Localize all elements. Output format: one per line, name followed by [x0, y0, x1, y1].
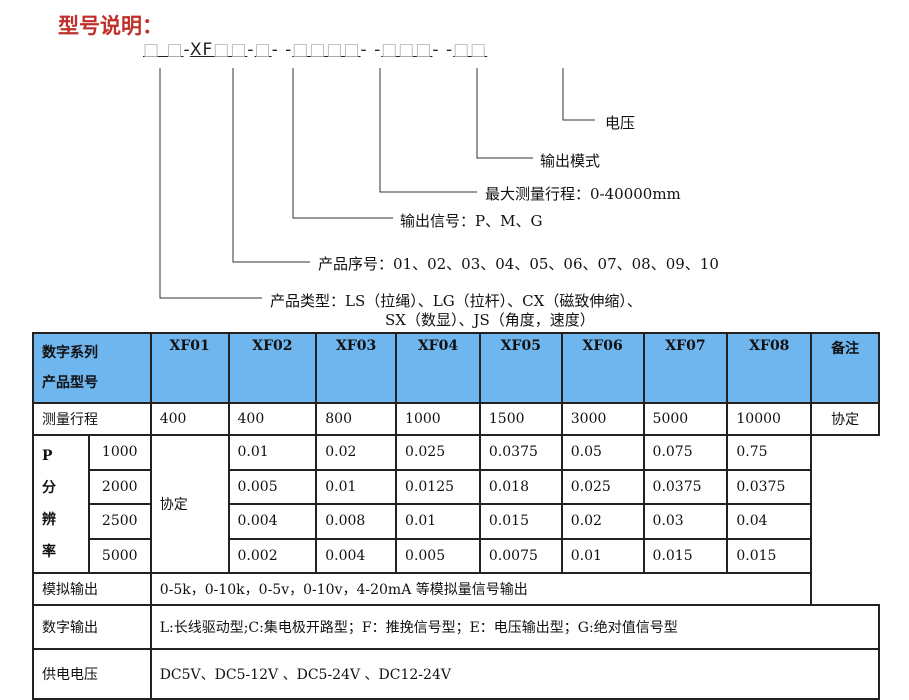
resolution-cell: 0.04	[726, 503, 813, 540]
analog-value: 0-5k，0-10k，0-5v，0-10v，4-20mA 等模拟量信号输出	[149, 572, 813, 606]
resolution-cell: 0.025	[560, 468, 645, 505]
resolution-cell: 0.015	[478, 503, 563, 540]
range-cell: 10000	[726, 402, 813, 436]
resolution-cell: 0.01	[315, 468, 398, 505]
model-header: XF03	[315, 332, 398, 404]
resolution-row: 2500 0.004 0.008 0.01 0.015 0.02 0.03 0.04	[33, 503, 879, 540]
range-cell: 800	[315, 402, 398, 436]
resolution-cell: 0.018	[478, 468, 563, 505]
resolution-cell: 0.025	[395, 434, 481, 471]
label-type-1: 产品类型：LS（拉绳）、LG（拉杆）、CX（磁致伸缩）、	[270, 292, 642, 310]
range-row: 测量行程 400 400 800 1000 1500 3000 5000 100…	[32, 402, 880, 436]
model-header: XF01	[149, 332, 230, 404]
xf01-resolution: 协定	[149, 434, 230, 574]
resolution-cell: 0.0075	[478, 537, 563, 574]
analog-row: 模拟输出 0-5k，0-10k，0-5v，0-10v，4-20mA 等模拟量信号输…	[32, 572, 879, 606]
range-label: 测量行程	[32, 402, 152, 436]
resolution-cell: 0.0375	[726, 468, 813, 505]
resolution-cell: 0.004	[315, 537, 398, 574]
resolution-cell: 0.008	[315, 503, 398, 540]
digital-row: 数字输出 L:长线驱动型;C:集电极开路型；F：推挽信号型；E：电压输出型；G:绝…	[32, 604, 881, 650]
resolution-cell: 0.004	[227, 503, 318, 540]
leader-lines	[159, 68, 595, 299]
pulse-cell: 2500	[87, 503, 152, 540]
model-header: XF04	[395, 332, 481, 404]
resolution-cell: 0.01	[227, 434, 318, 471]
resolution-cell: 0.02	[560, 503, 645, 540]
header-label: 数字系列 产品型号	[32, 332, 152, 404]
digital-label: 数字输出	[32, 604, 152, 650]
label-serial: 产品序号：01、02、03、04、05、06、07、08、09、10	[318, 255, 719, 273]
resolution-cell: 0.75	[726, 434, 813, 471]
resolution-row: 5000 0.002 0.004 0.005 0.0075 0.01 0.015 0.015	[33, 537, 879, 574]
range-cell: 400	[227, 402, 318, 436]
pulse-cell: 1000	[87, 434, 152, 471]
resolution-cell: 0.075	[642, 434, 729, 471]
model-code-pattern: □ □-XF□□-□- -□□□□- -□□□- -□□	[143, 40, 488, 60]
analog-label: 模拟输出	[32, 572, 152, 606]
remark-cell: 协定	[810, 402, 880, 436]
page-title: 型号说明：	[58, 14, 163, 38]
resolution-cell: 0.02	[315, 434, 398, 471]
resolution-cell: 0.002	[227, 537, 318, 574]
label-max-range: 最大测量行程：0-40000mm	[485, 185, 681, 203]
pulse-cell: 5000	[87, 537, 152, 574]
model-header: XF07	[642, 332, 729, 404]
label-output-signal: 输出信号：P、M、G	[400, 212, 543, 230]
resolution-cell: 0.0375	[642, 468, 729, 505]
range-cell: 5000	[642, 402, 729, 436]
model-header: XF06	[560, 332, 645, 404]
model-header: XF05	[478, 332, 563, 404]
power-row: 供电电压 DC5V、DC5-12V 、DC5-24V 、DC12-24V	[32, 648, 881, 700]
pulse-cell: 2000	[87, 468, 152, 505]
digital-value: L:长线驱动型;C:集电极开路型；F：推挽信号型；E：电压输出型；G:绝对值信号…	[149, 604, 881, 650]
label-voltage: 电压	[605, 114, 636, 132]
resolution-cell: 0.005	[227, 468, 318, 505]
range-cell: 400	[149, 402, 230, 436]
header-row: 数字系列 产品型号 XF01 XF02 XF03 XF04 XF05 XF06 X…	[32, 332, 880, 404]
resolution-cell: 0.01	[560, 537, 645, 574]
range-cell: 1500	[478, 402, 563, 436]
resolution-cell: 0.01	[395, 503, 481, 540]
power-value: DC5V、DC5-12V 、DC5-24V 、DC12-24V	[149, 648, 881, 700]
resolution-cell: 0.015	[642, 537, 729, 574]
range-cell: 1000	[395, 402, 481, 436]
model-header: XF08	[726, 332, 813, 404]
resolution-cell: 0.05	[560, 434, 645, 471]
resolution-cell: 0.0125	[395, 468, 481, 505]
resolution-cell: 0.015	[726, 537, 813, 574]
label-type-2: SX（数显）、JS（角度，速度）	[385, 311, 595, 329]
label-output-mode: 输出模式	[540, 152, 601, 170]
resolution-row: 2000 0.005 0.01 0.0125 0.018 0.025 0.0375 0.037…	[33, 468, 879, 505]
resolution-row: P 分辨率 1000 协定 0.01 0.02 0.025 0.0375 0.05 0.075 0.…	[32, 434, 879, 574]
model-header: XF02	[227, 332, 318, 404]
resolution-cell: 0.0375	[478, 434, 563, 471]
spec-table: 数字系列 产品型号 XF01 XF02 XF03 XF04 XF05 XF06 X…	[32, 332, 881, 700]
resolution-cell: 0.03	[642, 503, 729, 540]
remark-header: 备注	[810, 332, 880, 404]
resolution-cell: 0.005	[395, 537, 481, 574]
range-cell: 3000	[560, 402, 645, 436]
